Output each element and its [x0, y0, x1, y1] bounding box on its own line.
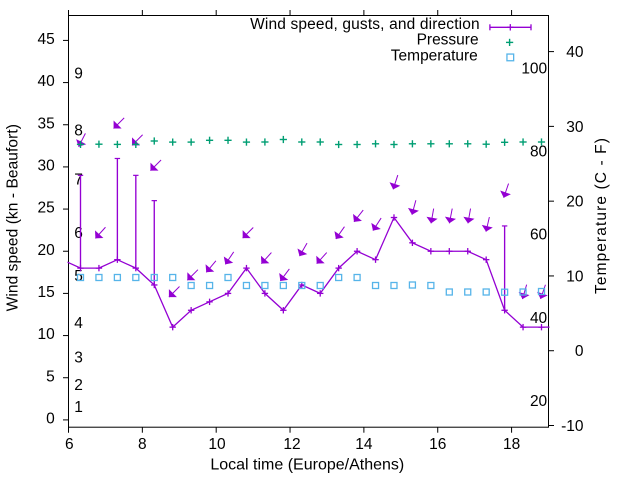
svg-text:30: 30	[566, 119, 584, 136]
svg-text:45: 45	[38, 31, 55, 48]
svg-text:1: 1	[74, 399, 83, 416]
svg-text:10: 10	[208, 436, 226, 453]
svg-text:40: 40	[566, 44, 584, 61]
svg-text:20: 20	[566, 194, 584, 211]
svg-text:4: 4	[74, 315, 83, 332]
svg-text:Wind speed (kn - Beaufort): Wind speed (kn - Beaufort)	[4, 124, 21, 311]
svg-text:12: 12	[283, 436, 300, 453]
svg-text:0: 0	[46, 411, 55, 428]
svg-text:5: 5	[74, 268, 83, 285]
svg-text:9: 9	[74, 65, 83, 82]
svg-text:30: 30	[38, 158, 56, 175]
svg-text:3: 3	[74, 349, 83, 366]
svg-text:7: 7	[74, 171, 83, 188]
svg-text:2: 2	[74, 377, 83, 394]
svg-text:35: 35	[38, 115, 55, 132]
svg-text:15: 15	[38, 284, 55, 301]
svg-text:Pressure: Pressure	[417, 31, 479, 48]
svg-text:18: 18	[503, 436, 520, 453]
svg-text:25: 25	[38, 200, 55, 217]
svg-text:-10: -10	[561, 418, 584, 435]
svg-text:40: 40	[38, 73, 56, 90]
svg-text:Local time (Europe/Athens): Local time (Europe/Athens)	[210, 457, 404, 474]
svg-text:80: 80	[530, 144, 548, 161]
svg-text:Temperature (C - F): Temperature (C - F)	[593, 137, 610, 294]
svg-text:Wind speed, gusts, and directi: Wind speed, gusts, and direction	[250, 16, 480, 33]
svg-text:40: 40	[530, 310, 548, 327]
svg-text:20: 20	[530, 393, 548, 410]
svg-text:Temperature: Temperature	[391, 47, 478, 64]
svg-text:10: 10	[566, 268, 584, 285]
svg-text:0: 0	[575, 343, 584, 360]
svg-text:20: 20	[38, 242, 56, 259]
svg-text:5: 5	[46, 368, 55, 385]
svg-text:14: 14	[355, 436, 373, 453]
svg-text:16: 16	[429, 436, 446, 453]
svg-text:10: 10	[38, 326, 56, 343]
svg-text:8: 8	[74, 122, 83, 139]
svg-text:60: 60	[530, 227, 548, 244]
svg-text:6: 6	[74, 225, 83, 242]
svg-text:8: 8	[138, 436, 147, 453]
svg-text:6: 6	[65, 436, 74, 453]
svg-text:100: 100	[521, 61, 547, 78]
